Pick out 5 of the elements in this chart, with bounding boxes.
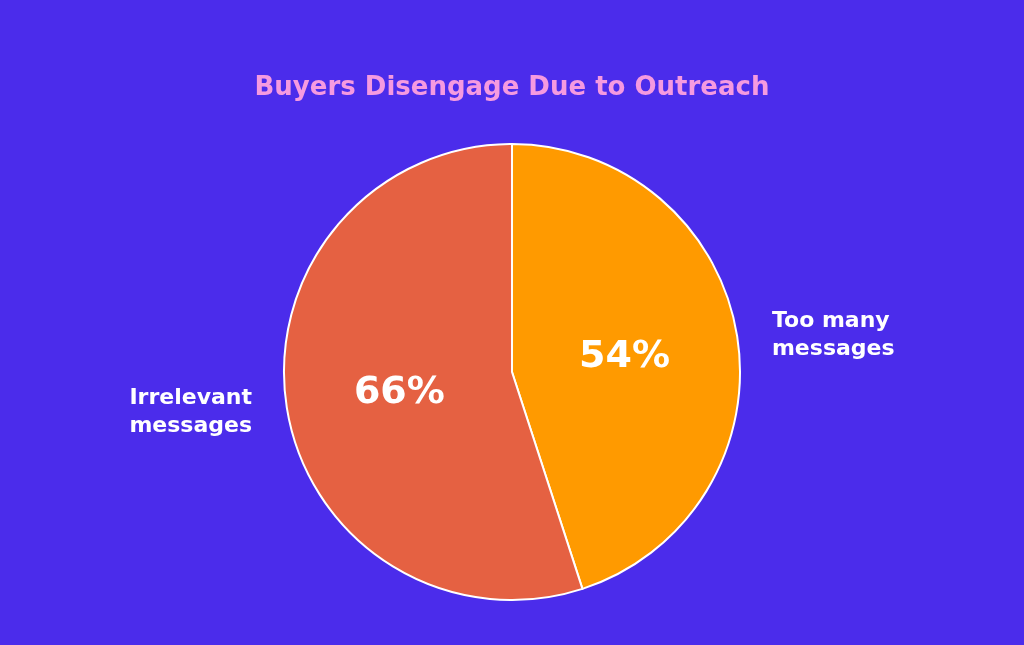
chart-title: Buyers Disengage Due to Outreach <box>254 71 770 101</box>
slice-label: Irrelevant messages <box>129 384 253 438</box>
data-label: 66% <box>353 367 445 412</box>
slice-label: Too many messages <box>771 306 895 360</box>
data-label: 54% <box>579 332 671 377</box>
